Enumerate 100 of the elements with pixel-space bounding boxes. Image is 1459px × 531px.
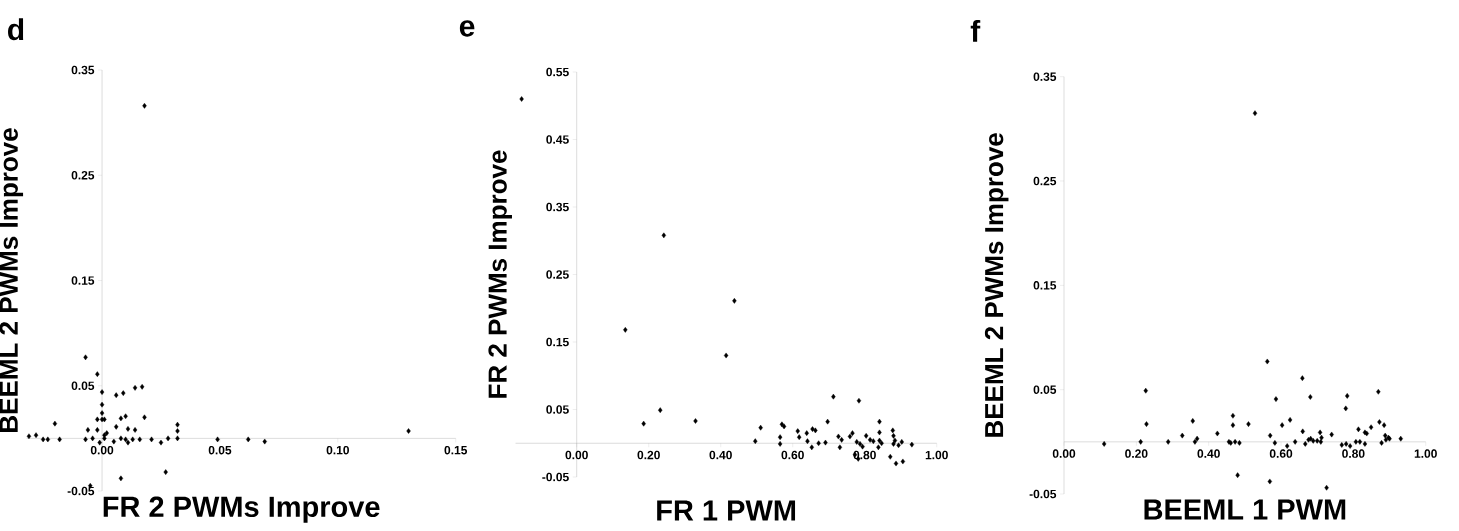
x-tick-label: 1.00 [925, 450, 948, 460]
point [175, 428, 180, 434]
point [118, 415, 124, 422]
point [795, 428, 800, 434]
point [130, 436, 135, 443]
point [125, 426, 131, 432]
point [142, 102, 147, 109]
y-tick-label: 0.25 [546, 270, 569, 279]
point [867, 437, 873, 443]
y-tick-label: 0.35 [1033, 72, 1057, 81]
point [163, 469, 168, 475]
point [114, 392, 119, 399]
point [118, 435, 124, 442]
point [805, 438, 810, 445]
point [758, 424, 763, 431]
point [623, 327, 628, 333]
x-tick-label: 0.80 [1342, 449, 1365, 458]
y-tick-label: -0.05 [1029, 489, 1057, 499]
x-tick-label: 0.00 [90, 445, 114, 455]
point [693, 418, 698, 424]
x-tick-label: 0.20 [637, 450, 660, 460]
x-tick-label: 0.40 [1197, 449, 1220, 458]
point [139, 384, 145, 390]
y-axis-title: BEEML 2 PWMs Improve [984, 133, 1009, 437]
point [215, 436, 220, 443]
point [809, 444, 814, 451]
point [57, 436, 62, 443]
point [877, 418, 882, 425]
point [839, 437, 844, 443]
point [825, 418, 830, 425]
point [95, 427, 100, 433]
point [732, 298, 737, 304]
point [99, 410, 105, 416]
point [90, 435, 95, 442]
point [888, 453, 893, 460]
point [137, 436, 142, 443]
point [111, 438, 116, 445]
point [142, 414, 147, 421]
point [123, 436, 128, 443]
point [158, 439, 164, 446]
point [519, 96, 524, 102]
y-tick-label: 0.35 [71, 65, 95, 75]
x-tick-label: 0.10 [326, 445, 349, 455]
point [165, 435, 171, 442]
point [797, 434, 802, 440]
point [850, 430, 855, 436]
point [83, 436, 88, 443]
point [837, 444, 843, 451]
point [175, 421, 180, 428]
point [877, 429, 882, 436]
x-tick-label: 0.15 [444, 445, 468, 455]
point [831, 393, 836, 400]
point [641, 420, 646, 427]
point [661, 232, 666, 239]
y-tick-label: 0.15 [1033, 281, 1057, 290]
point [816, 440, 821, 447]
point [95, 416, 100, 423]
x-axis-title: FR 1 PWM [657, 500, 796, 521]
point [876, 444, 881, 451]
point [891, 441, 896, 447]
point [125, 439, 131, 446]
point [810, 426, 815, 432]
x-tick-label: 0.00 [1052, 449, 1076, 458]
point [864, 433, 869, 439]
x-tick-label: 0.60 [781, 450, 804, 460]
point [856, 397, 862, 404]
y-tick-label: 0.25 [1033, 176, 1057, 186]
y-tick-label: -0.05 [67, 486, 95, 496]
y-tick-label: 0.15 [546, 337, 569, 347]
y-axis-title: FR 2 PWMs Improve [488, 150, 512, 398]
point [83, 354, 88, 361]
point [246, 436, 251, 443]
point [45, 436, 50, 443]
point [118, 475, 124, 482]
point [658, 407, 663, 413]
point [847, 433, 853, 440]
point [813, 427, 818, 434]
point [33, 432, 39, 439]
point [123, 413, 128, 420]
x-axis-title: BEEML 1 PWM [1144, 499, 1346, 520]
point [890, 427, 895, 434]
x-axis-title: FR 2 PWMs Improve [103, 496, 380, 523]
y-tick-label: 0.55 [546, 67, 569, 77]
y-tick-label: 0.05 [546, 405, 569, 414]
text: f [970, 19, 981, 42]
y-tick-label: 0.35 [546, 202, 569, 212]
point [777, 434, 783, 440]
point [723, 352, 729, 359]
point [99, 401, 105, 408]
point [406, 428, 411, 434]
y-tick-label: 0.45 [546, 135, 569, 144]
point [121, 390, 126, 396]
point [753, 438, 758, 445]
point [893, 460, 899, 467]
x-tick-label: 1.00 [1414, 449, 1437, 458]
y-tick-label: 0.05 [71, 381, 95, 390]
point [891, 433, 896, 439]
x-tick-label: 0.40 [709, 450, 732, 460]
point [860, 443, 865, 450]
point [777, 441, 783, 447]
